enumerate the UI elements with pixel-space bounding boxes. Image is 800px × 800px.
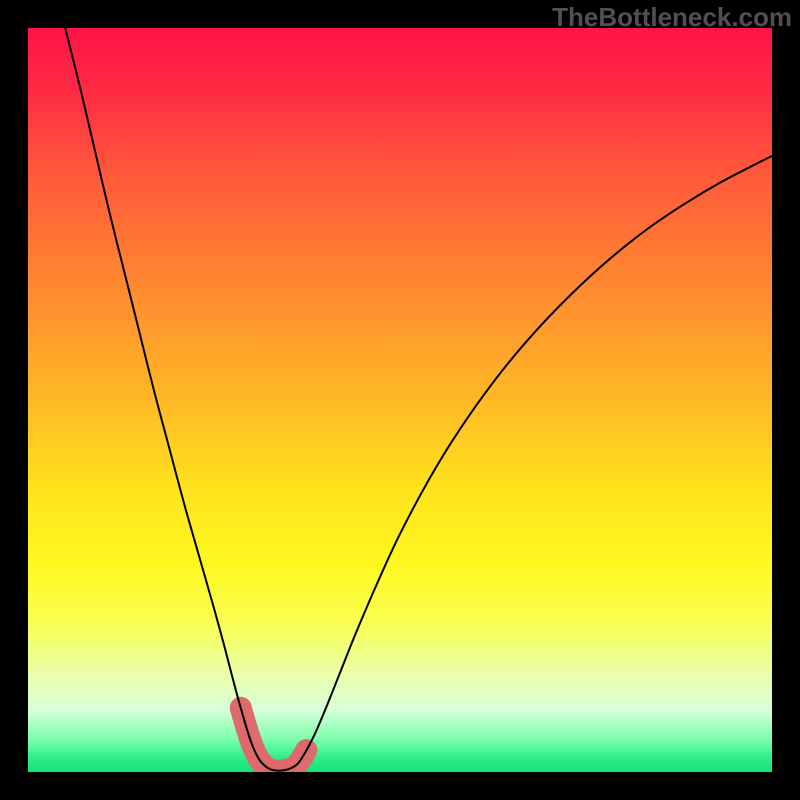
plot-area bbox=[28, 28, 772, 772]
watermark-text: TheBottleneck.com bbox=[552, 2, 792, 33]
chart-svg bbox=[28, 28, 772, 772]
chart-frame: TheBottleneck.com bbox=[0, 0, 800, 800]
gradient-background bbox=[28, 28, 772, 772]
